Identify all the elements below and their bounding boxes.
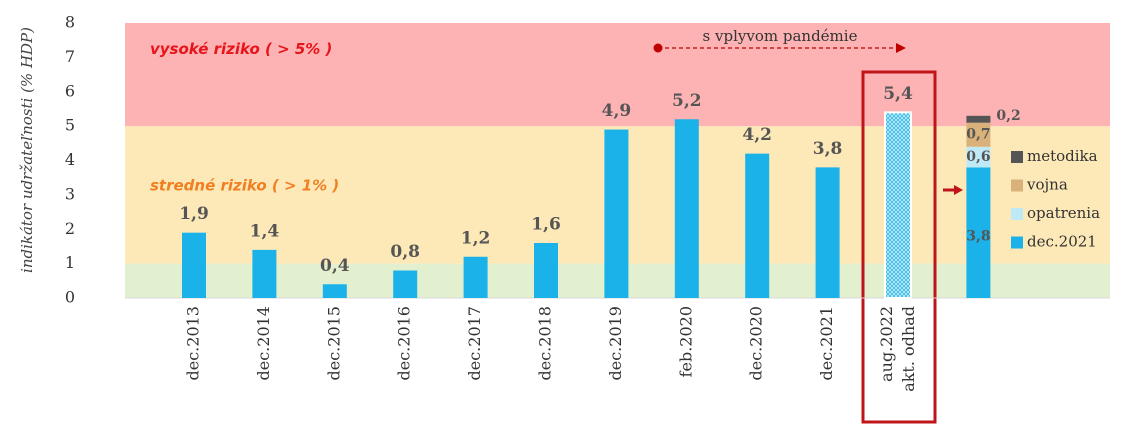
highlight-box xyxy=(861,70,937,424)
x-tick-label: feb.2020 xyxy=(676,306,695,377)
value-label: 5,4 xyxy=(883,84,913,104)
annotation: s vplyvom pandémie xyxy=(703,27,858,45)
y-axis-label: indikátor udržateľnosti (% HDP) xyxy=(18,27,36,273)
bar xyxy=(534,243,558,298)
stack-value-label: 3,8 xyxy=(966,229,990,245)
value-label: 4,9 xyxy=(602,101,632,121)
legend-swatch xyxy=(1011,179,1023,192)
x-tick-label: dec.2021 xyxy=(817,306,836,380)
bar xyxy=(604,129,629,298)
value-label: 0,4 xyxy=(320,256,350,276)
x-tick-label: dec.2015 xyxy=(324,306,343,380)
bar xyxy=(463,256,488,298)
x-tick-label: dec.2016 xyxy=(395,306,414,380)
bar xyxy=(815,167,840,298)
x-tick-label: aug.2022 akt. odhad xyxy=(877,306,918,392)
annotation-arrowhead xyxy=(896,43,906,53)
x-tick-label: dec.2018 xyxy=(536,306,555,380)
y-tick-label: 8 xyxy=(65,13,75,32)
value-label: 5,2 xyxy=(672,91,702,111)
x-tick-label: dec.2017 xyxy=(465,306,484,380)
value-label: 0,8 xyxy=(390,242,420,262)
x-tick-label: dec.2020 xyxy=(747,306,766,380)
x-tick-label: dec.2019 xyxy=(606,306,625,380)
y-tick-label: 0 xyxy=(65,288,75,307)
value-label: 1,4 xyxy=(250,221,280,241)
legend-label: vojna xyxy=(1026,176,1068,194)
zone-label: stredné riziko ( > 1% ) xyxy=(150,176,339,194)
bar xyxy=(182,232,206,298)
value-label: 1,6 xyxy=(531,215,561,235)
y-tick-label: 7 xyxy=(65,47,75,66)
pointer-arrowhead xyxy=(954,185,963,195)
stack-segment xyxy=(966,167,991,298)
bar xyxy=(674,119,699,298)
legend-label: opatrenia xyxy=(1027,204,1100,222)
y-tick-label: 2 xyxy=(65,219,75,238)
y-tick-label: 4 xyxy=(65,150,75,169)
stack-value-label: 0,6 xyxy=(966,149,990,165)
bar xyxy=(745,153,770,298)
legend-swatch xyxy=(1011,151,1023,163)
legend-swatch xyxy=(1011,236,1023,249)
stack-value-label: 0,2 xyxy=(996,108,1020,124)
legend-label: dec.2021 xyxy=(1027,233,1097,251)
value-label: 4,2 xyxy=(742,125,772,145)
stack-value-label: 0,7 xyxy=(966,127,990,143)
y-tick-label: 6 xyxy=(65,81,75,100)
legend-swatch xyxy=(1011,208,1023,220)
bar xyxy=(393,270,418,298)
x-tick-label: dec.2013 xyxy=(184,306,203,380)
legend-label: metodika xyxy=(1027,147,1098,165)
y-tick-label: 1 xyxy=(65,253,75,272)
value-label: 3,8 xyxy=(813,139,843,159)
stack-segment xyxy=(966,146,991,168)
bar xyxy=(884,111,912,299)
bar xyxy=(322,284,347,298)
risk-zone xyxy=(125,23,1110,127)
annotation-dot xyxy=(653,43,663,53)
zone-label: vysoké riziko ( > 5% ) xyxy=(150,40,332,58)
y-tick-label: 5 xyxy=(65,116,75,135)
stack-segment xyxy=(966,122,991,147)
bar xyxy=(252,249,277,298)
stack-segment xyxy=(966,115,991,123)
value-label: 1,2 xyxy=(461,228,491,248)
value-label: 1,9 xyxy=(179,204,209,224)
y-tick-label: 3 xyxy=(65,184,75,203)
x-tick-label: dec.2014 xyxy=(254,306,273,380)
